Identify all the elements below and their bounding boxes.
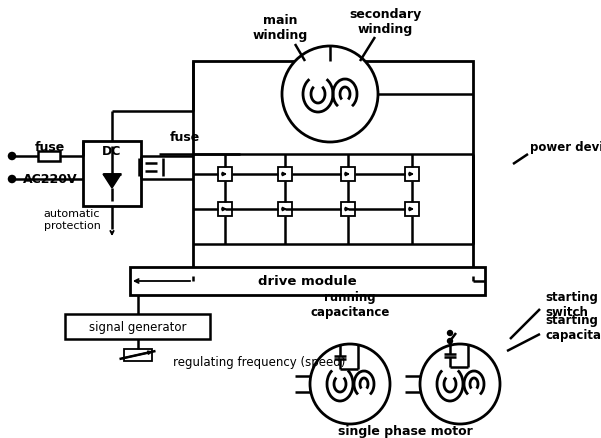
Circle shape: [310, 344, 390, 424]
Bar: [278, 168, 292, 182]
Text: DC: DC: [102, 145, 121, 158]
Text: secondary
winding: secondary winding: [349, 8, 421, 36]
Circle shape: [420, 344, 500, 424]
Bar: [405, 202, 419, 216]
Text: power device: power device: [530, 141, 601, 154]
Bar: [405, 168, 419, 182]
Text: running
capacitance: running capacitance: [310, 290, 389, 318]
Bar: [341, 202, 355, 216]
Bar: [193, 62, 473, 276]
Text: signal generator: signal generator: [89, 320, 186, 333]
Bar: [218, 168, 232, 182]
Circle shape: [282, 47, 378, 143]
Polygon shape: [103, 175, 121, 189]
Bar: [210, 151, 235, 159]
Text: drive module: drive module: [258, 275, 357, 288]
Circle shape: [448, 339, 453, 344]
Text: AC220V: AC220V: [23, 173, 78, 186]
Circle shape: [448, 331, 453, 336]
Bar: [65, 314, 210, 339]
Bar: [341, 168, 355, 182]
Circle shape: [9, 154, 15, 159]
Text: fuse: fuse: [35, 141, 65, 154]
Circle shape: [9, 177, 15, 183]
Bar: [218, 202, 232, 216]
Text: main
winding: main winding: [252, 14, 308, 42]
Bar: [130, 267, 485, 295]
Bar: [83, 141, 141, 207]
Text: starting
switch: starting switch: [545, 290, 598, 318]
Text: starting
capacitance: starting capacitance: [545, 313, 601, 341]
Text: regulating frequency (speed): regulating frequency (speed): [172, 356, 345, 369]
Text: automatic
protection: automatic protection: [43, 209, 100, 230]
Bar: [38, 152, 60, 162]
Text: single phase motor: single phase motor: [338, 424, 472, 438]
Bar: [123, 349, 151, 361]
Text: fuse: fuse: [169, 131, 200, 144]
Bar: [278, 202, 292, 216]
